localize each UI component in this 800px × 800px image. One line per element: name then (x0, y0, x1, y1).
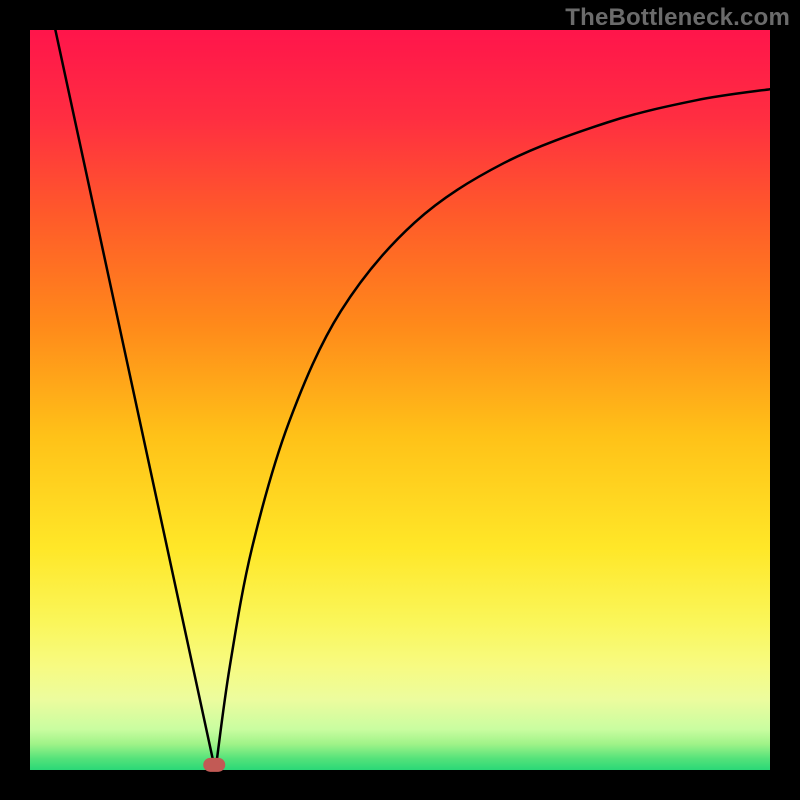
optimal-point-marker (203, 758, 225, 772)
plot-background (30, 30, 770, 770)
watermark-text: TheBottleneck.com (565, 4, 790, 32)
